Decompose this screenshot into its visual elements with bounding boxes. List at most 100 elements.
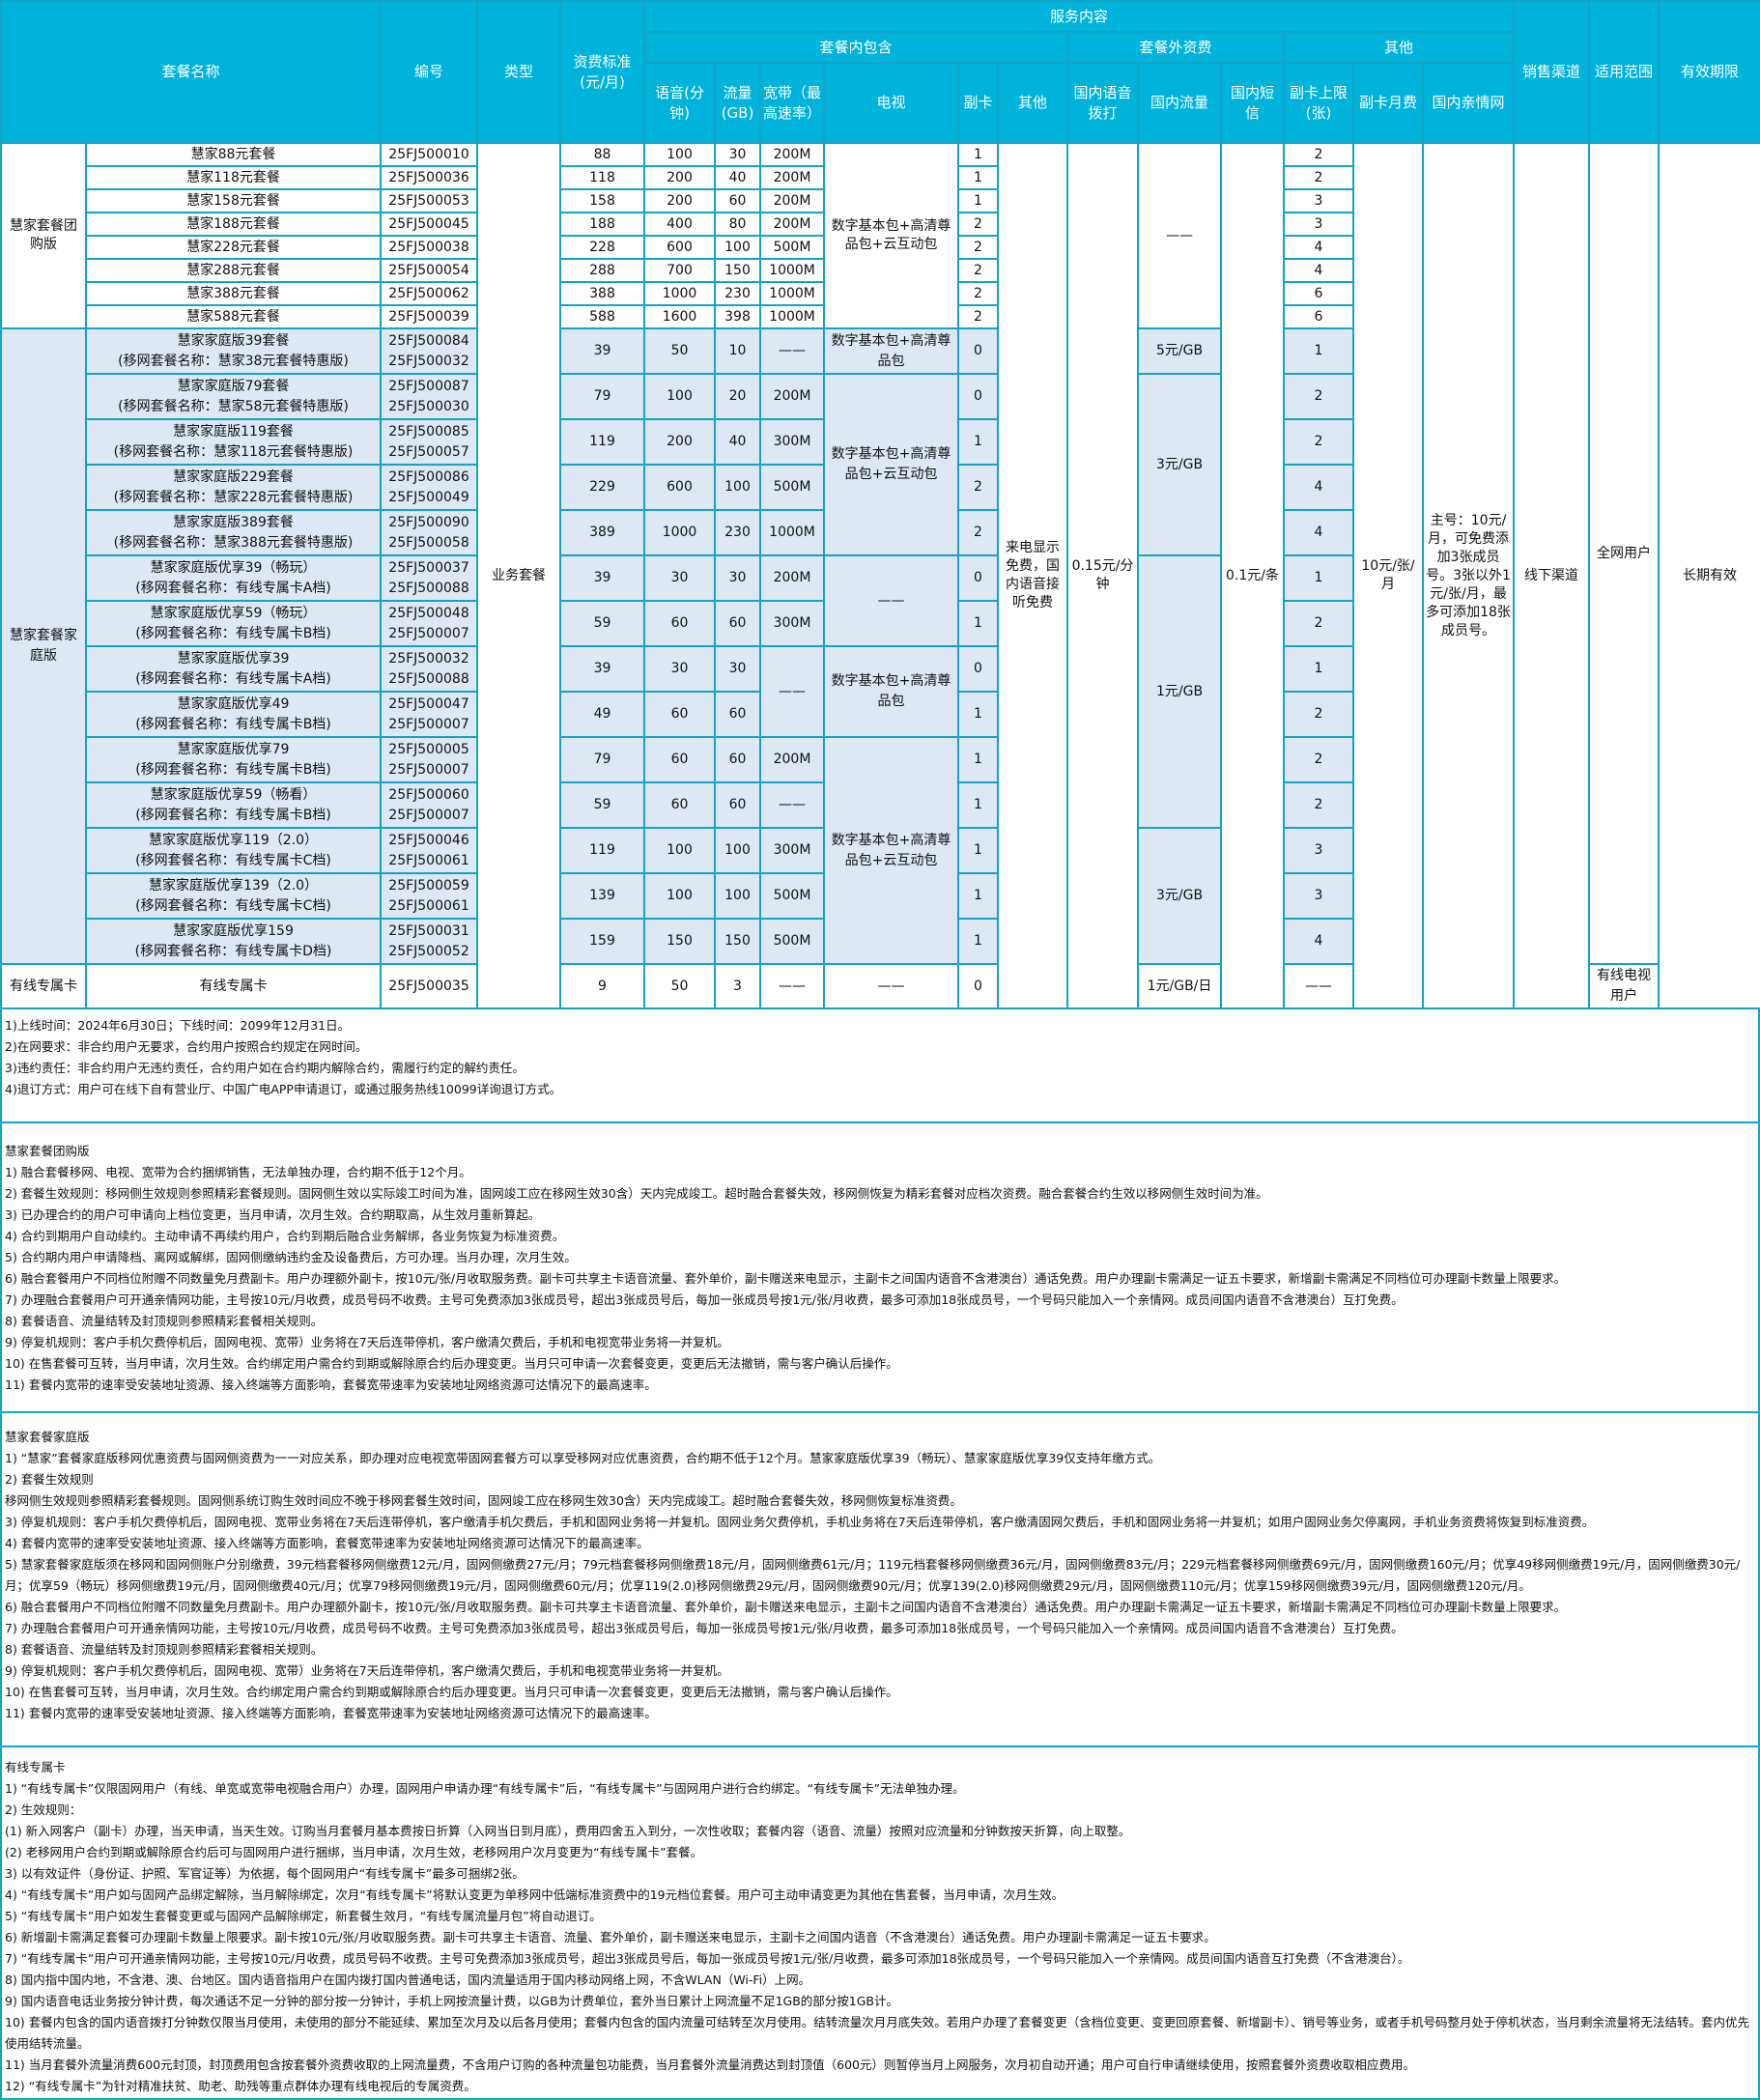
cell-fee: 588 [559,304,646,329]
cell-fuka: 1 [957,781,1000,829]
cell-fee: 79 [559,373,646,420]
cell-tv: 数字基本包+高清尊品包 [823,327,960,375]
cell-name: 慧家188元套餐 [84,212,383,237]
notes-item: 5) “有线专属卡”用户如发生套餐变更或与固网产品解除绑定，新套餐生效月，“有线… [5,1909,602,1923]
cell-fee: 158 [559,188,646,213]
header-validity: 有效期限 [1658,0,1760,144]
package-name-line: 慧家家庭版优享59（畅看） [150,786,317,803]
package-name-line: 慧家家庭版79套餐 [177,378,290,394]
notes-item: 2) 生效规则： [5,1802,82,1817]
cell-name: 慧家家庭版389套餐 (移网套餐名称：慧家388元套餐特惠版) [84,509,383,556]
cell-name: 有线专属卡 [84,963,383,1009]
package-name-line: (移网套餐名称：有线专属卡D档) [134,943,332,959]
package-code: 25FJ500053 [388,192,469,209]
notes-item: 1) “慧家”套餐家庭版移网优惠资费与固网侧资费为一一对应关系，即办理对应电视宽… [5,1451,1161,1465]
notes-item: 9) 国内语音电话业务按分钟计费，每次通话不足一分钟的部分按一分钟计，手机上网按… [5,1994,898,2008]
cell-fee: 159 [559,918,646,965]
table-row: 慧家家庭版优享119（2.0） (移网套餐名称：有线专属卡C档) 25FJ50004… [1,827,1760,965]
notes-section: 1)上线时间：2024年6月30日；下线时间：2099年12月31日。 2)在网要… [0,1009,1760,1123]
cell-code: 25FJ500085 25FJ500057 [380,418,479,466]
cell-fuka-max: 2 [1283,418,1355,466]
cell-bw: 200M [759,736,826,783]
header-fee: 资费标准(元/月) [559,0,646,144]
cell-bw: 200M [759,165,826,190]
cell-dom-flow: 1元/GB [1137,554,1223,829]
cell-code: 25FJ500037 25FJ500088 [380,554,479,602]
notes-item: 10) 套餐内包含的国内语音拨打分钟数仅限当月使用，未使用的部分不能延续、累加至… [5,2015,1750,2051]
table-row: 慧家家庭版优享59（畅玩） (移网套餐名称：有线专属卡B档) 25FJ500048 2… [1,600,1760,647]
cell-code: 25FJ500087 25FJ500030 [380,373,479,420]
table-row: 慧家套餐团购版 慧家88元套餐 25FJ500010 业务套餐 88 100 30 200M 数… [0,142,1760,1009]
cell-name: 慧家158元套餐 [84,188,383,213]
header-code: 编号 [380,0,479,144]
notes-item: 3) 已办理合约的用户可申请向上档位变更，当月申请，次月生效。合约期取高，从生效… [5,1207,541,1222]
cell-validity: 长期有效 [1658,142,1760,1009]
package-code: 25FJ500048 [388,605,469,621]
package-name-line: 慧家家庭版优享39 [177,650,290,667]
table-row: 慧家288元套餐 25FJ500054 288 700 150 1000M 2 4 [1,258,1760,283]
table-row: 慧家家庭版389套餐 (移网套餐名称：慧家388元套餐特惠版) 25FJ500090… [1,509,1760,556]
cell-voice: 60 [643,781,717,829]
cell-tv: 数字基本包+高清尊品包+云互动包 [823,736,960,965]
cell-voice: 1000 [643,281,717,306]
header-fuka-fee: 副卡月费 [1352,62,1425,144]
cell-fee: 188 [559,212,646,237]
table-row: 慧家家庭版优享59（畅看） (移网套餐名称：有线专属卡B档) 25FJ500060 2… [1,781,1760,829]
package-name-line: (移网套餐名称：慧家228元套餐特惠版) [113,489,354,505]
cell-name: 慧家家庭版优享59（畅看） (移网套餐名称：有线专属卡B档) [84,781,383,829]
cell-fuka-max: 4 [1283,258,1355,283]
cell-name: 慧家388元套餐 [84,281,383,306]
cell-fuka: 1 [957,600,1000,647]
cell-fuka: 2 [957,235,1000,260]
cell-name: 慧家588元套餐 [84,304,383,329]
cell-fuka-max: 4 [1283,918,1355,965]
header-domestic-flow: 国内流量 [1137,62,1223,144]
notes-item: (2) 老移网用户合约到期或解除原合约后可与固网用户进行捆绑，当月申请，次月生效… [5,1845,703,1859]
notes-item: 10) 在售套餐可互转，当月申请，次月生效。合约绑定用户需合约到期或解除原合约后… [5,1685,898,1699]
package-code: 25FJ500049 [388,489,469,505]
cell-code: 25FJ500045 [380,212,479,237]
cell-voice: 100 [643,142,717,167]
cell-code: 25FJ500046 25FJ500061 [380,827,479,874]
notes-item: 2) 套餐生效规则 [5,1472,94,1487]
notes-item: 1) 融合套餐移网、电视、宽带为合约捆绑销售，无法单独办理，合约期不低于12个月… [5,1165,471,1179]
notes-item: 7) 办理融合套餐用户可开通亲情网功能，主号按10元/月收费，成员号码不收费。主… [5,1621,1404,1635]
cell-voice-out: 0.15元/分钟 [1066,142,1140,1009]
cell-fuka-max: 4 [1283,509,1355,556]
cell-fee: 9 [559,963,646,1009]
cell-flow: 20 [714,373,762,420]
package-code: 25FJ500005 [388,741,469,757]
cell-code: 25FJ500038 [380,235,479,260]
cell-flow: 230 [714,509,762,556]
cell-fuka: 0 [957,645,1000,693]
cell-flow: 60 [714,188,762,213]
package-name-line: (移网套餐名称：有线专属卡A档) [135,670,331,687]
cell-code: 25FJ500005 25FJ500007 [380,736,479,783]
cell-flow: 150 [714,258,762,283]
package-code: 25FJ500007 [388,807,469,823]
package-name-line: (移网套餐名称：慧家388元套餐特惠版) [113,534,354,551]
cell-name: 慧家家庭版79套餐 (移网套餐名称：慧家58元套餐特惠版) [84,373,383,420]
header-voice: 语音(分钟) [643,62,717,144]
package-code: 25FJ500036 [388,169,469,185]
package-name-line: 慧家288元套餐 [186,262,280,278]
cell-fee: 79 [559,736,646,783]
package-code: 25FJ500060 [388,786,469,803]
cell-fuka-max: 2 [1283,781,1355,829]
cell-fee: 88 [559,142,646,167]
header-extra: 套餐外资费 [1066,31,1286,64]
cell-fuka: 1 [957,165,1000,190]
table-row: 慧家家庭版79套餐 (移网套餐名称：慧家58元套餐特惠版) 25FJ500087 25… [1,373,1760,556]
cell-other: 来电显示免费，国内语音接听免费 [997,142,1069,1009]
package-code: 25FJ500054 [388,262,469,278]
cell-dom-flow: 3元/GB [1137,373,1223,556]
tariff-table: 套餐名称 编号 类型 资费标准(元/月) 服务内容 销售渠道 适用范围 有效期限… [0,0,1760,1009]
package-code: 25FJ500030 [388,398,469,414]
cell-fuka-max: 2 [1283,600,1355,647]
package-code: 25FJ500038 [388,239,469,255]
package-code: 25FJ500047 [388,695,469,712]
cell-bw: 200M [759,373,826,420]
cell-name: 慧家288元套餐 [84,258,383,283]
cell-fuka: 1 [957,827,1000,874]
cell-fee: 59 [559,600,646,647]
